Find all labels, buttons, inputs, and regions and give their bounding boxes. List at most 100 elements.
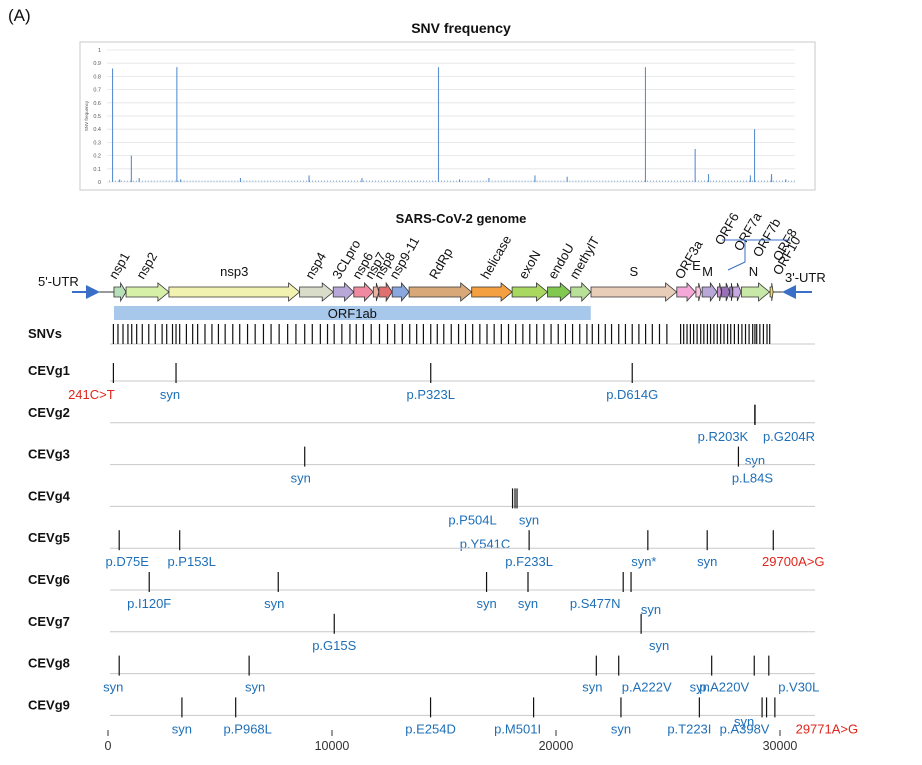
cev-group-row: CEVg6 p.I120F syn syn syn p.S477N syn: [28, 572, 815, 617]
mutation-label: p.P968L: [223, 721, 271, 736]
cev-group-label: CEVg4: [28, 488, 71, 503]
mutation-label: p.P323L: [407, 387, 455, 402]
cev-group-row: CEVg1 241C>T syn p.P323L p.D614G: [28, 363, 815, 402]
mutation-label: p.M501I: [494, 721, 541, 736]
gene-nsp4-arrow: [299, 282, 334, 302]
mutation-label: syn: [172, 721, 192, 736]
gene-orf6-arrow: [716, 282, 722, 302]
mutation-label: 29771A>G: [796, 721, 859, 736]
gene-label: ORF3a: [672, 237, 706, 281]
mutation-label: syn: [745, 453, 765, 468]
snvs-label: SNVs: [28, 326, 62, 341]
y-tick-label: 0: [98, 180, 101, 186]
gene-label: E: [692, 258, 701, 273]
mutation-label: syn: [264, 596, 284, 611]
axis-tick-label: 0: [105, 739, 112, 753]
y-tick-label: 1: [98, 48, 101, 54]
mutation-label: p.G204R: [763, 429, 815, 444]
mutation-label: syn: [690, 680, 710, 695]
gene-endou-arrow: [547, 282, 572, 302]
utr3-arrow-icon: [782, 285, 796, 299]
orf1ab-label: ORF1ab: [328, 306, 377, 321]
utr5-arrow-icon: [86, 285, 100, 299]
gene-nsp7-arrow: [372, 282, 380, 302]
gene-label: S: [629, 264, 638, 279]
cev-group-row: CEVg2 p.R203K syn p.G204R: [28, 404, 815, 468]
mutation-label: p.A398V: [720, 721, 770, 736]
chart-title: SNV frequency: [411, 20, 511, 36]
panel-label: (A): [8, 6, 31, 25]
gene-n-arrow: [740, 282, 771, 302]
utr3-label: 3'-UTR: [785, 270, 826, 285]
mutation-label: syn: [476, 596, 496, 611]
y-tick-label: 0.3: [93, 140, 101, 146]
gene-orf7a-arrow: [721, 282, 731, 302]
mutation-label: 241C>T: [68, 387, 115, 402]
gene-nsp8-arrow: [378, 281, 393, 303]
gene-nsp2-arrow: [125, 282, 170, 302]
gene-helicase-arrow: [471, 282, 513, 302]
snvs-row: SNVs: [28, 324, 815, 345]
mutation-label: syn: [160, 387, 180, 402]
gene-label: helicase: [477, 233, 514, 282]
mutation-label: p.D75E: [106, 554, 150, 569]
orf1ab-bar: [113, 306, 591, 320]
mutation-label: syn: [697, 554, 717, 569]
cev-group-label: CEVg1: [28, 363, 70, 378]
cev-group-label: CEVg2: [28, 405, 70, 420]
gene-nsp9-11-arrow: [391, 281, 410, 303]
gene-nsp1-arrow: [113, 281, 127, 303]
axis-tick-label: 20000: [539, 739, 574, 753]
gene-s-arrow: [590, 282, 678, 302]
y-tick-label: 0.4: [93, 127, 101, 133]
axis-tick-label: 30000: [763, 739, 798, 753]
gene-e-arrow: [695, 282, 702, 302]
genome-map: SARS-CoV-2 genome 5'-UTR 3'-UTR nsp1 nsp2 nsp…: [38, 209, 826, 321]
mutation-label: p.P153L: [167, 554, 215, 569]
mutation-label: p.S477N: [570, 596, 621, 611]
mutation-label: p.P504L: [448, 512, 496, 527]
y-tick-label: 0.1: [93, 167, 101, 173]
mutation-label: p.I120F: [127, 596, 171, 611]
snv-frequency-chart: 0 0.1 0.2 0.3 0.4 0.5 0.6 0.7 0.8 0.9 1 SNV frequen…: [79, 41, 816, 191]
mutation-label: syn: [734, 714, 754, 729]
gene-methylt-arrow: [570, 282, 592, 302]
cev-group-row: CEVg3 syn p.L84S: [28, 446, 815, 486]
mutation-label: syn: [291, 471, 311, 486]
gene-label: N: [749, 264, 758, 279]
mutation-label: syn: [611, 721, 631, 736]
cev-group-label: CEVg3: [28, 447, 70, 462]
gene-orf7b-arrow: [729, 282, 734, 302]
mutation-label: p.G15S: [312, 638, 356, 653]
gene-label: exoN: [515, 248, 543, 282]
mutation-label: syn: [103, 680, 123, 695]
mutation-label: syn: [519, 512, 539, 527]
y-tick-label: 0.2: [93, 154, 101, 160]
mutation-label: p.D614G: [606, 387, 658, 402]
mutation-label: syn: [582, 680, 602, 695]
cev-group-row: CEVg9 syn p.P968L p.E254D p.M501I syn p.T223I s…: [28, 697, 858, 736]
cev-group-row: CEVg5 p.D75E p.P153L p.F233L syn* syn 29700A>G: [28, 530, 825, 569]
mutation-label: p.E254D: [405, 721, 456, 736]
mutation-label: p.F233L: [505, 554, 553, 569]
mutation-label: p.R203K: [698, 429, 749, 444]
y-tick-label: 0.7: [93, 88, 101, 94]
gene-label: nsp4: [302, 250, 329, 282]
mutation-label: p.A222V: [622, 680, 672, 695]
cev-group-row: CEVg7 p.G15S syn: [28, 613, 815, 653]
cev-group-label: CEVg5: [28, 530, 70, 545]
orf-label-connector: [727, 240, 746, 271]
mutation-label: syn*: [631, 554, 656, 569]
gene-label: M: [702, 264, 713, 279]
mutation-label: syn: [245, 680, 265, 695]
genome-position-axis: 0 10000 20000 30000: [105, 730, 798, 753]
gene-orf3a-arrow: [676, 281, 696, 303]
gene-label: nsp1: [106, 250, 133, 282]
gene-rdrp-arrow: [408, 282, 473, 302]
gene-m-arrow: [701, 281, 718, 303]
cev-group-label: CEVg9: [28, 697, 70, 712]
y-tick-label: 0.8: [93, 74, 101, 80]
gene-3clpro-arrow: [332, 282, 355, 302]
gene-orf8-arrow: [732, 282, 742, 302]
